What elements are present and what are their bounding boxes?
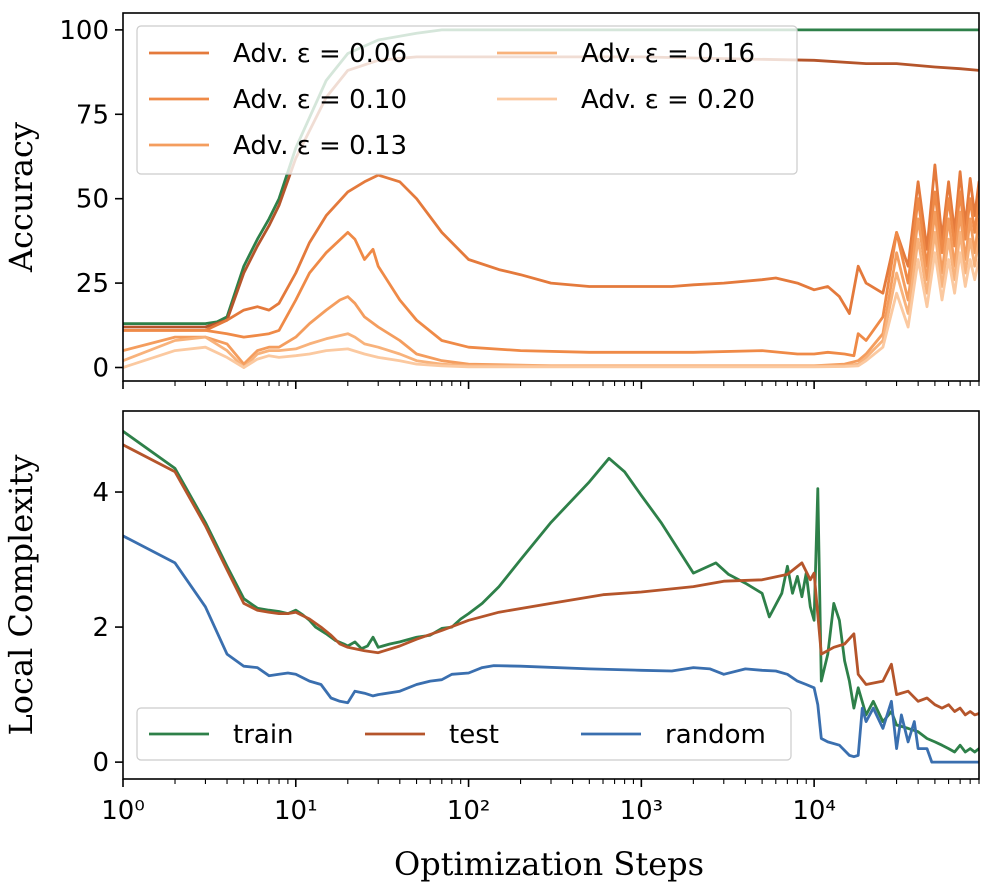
legend: Adv. ε = 0.06 Adv. ε = 0.10 Adv. ε = 0.13 A…: [136, 25, 798, 175]
y-tick-label: 4: [92, 478, 109, 508]
legend-frame: [136, 707, 792, 761]
x-tick-label: 10⁴: [792, 796, 836, 826]
series-line-random: [123, 534, 979, 764]
series-line-adv-0-13: [123, 210, 979, 368]
series-group: [123, 429, 979, 764]
legend: train test random: [136, 707, 792, 761]
x-tick-label: 10²: [447, 796, 491, 826]
y-tick-label: 0: [92, 353, 109, 383]
y-tick-label: 75: [76, 100, 109, 130]
y-tick-label: 100: [59, 16, 109, 46]
x-tick-label: 10³: [620, 796, 664, 826]
y-tick-label: 2: [92, 613, 109, 643]
x-tick-label: 10¹: [274, 796, 318, 826]
series-line-adv-0-06: [123, 163, 979, 332]
y-axis-title: Accuracy: [2, 122, 40, 273]
legend-label-adv-0-13: Adv. ε = 0.13: [233, 131, 407, 161]
series-line-train: [123, 429, 979, 754]
legend-label-random: random: [665, 720, 766, 750]
series-line-test: [123, 443, 979, 717]
series-group: [123, 28, 979, 369]
legend-label-train: train: [233, 720, 294, 750]
x-tick-label: 10⁰: [101, 796, 145, 826]
series-line-adv-0-20: [123, 251, 979, 369]
legend-label-adv-0-16: Adv. ε = 0.16: [581, 39, 755, 69]
legend-label-test: test: [449, 720, 499, 750]
legend-label-adv-0-06: Adv. ε = 0.06: [233, 39, 407, 69]
y-axis-title: Local Complexity: [2, 455, 40, 736]
y-tick-label: 0: [92, 748, 109, 778]
legend-label-adv-0-10: Adv. ε = 0.10: [233, 85, 407, 115]
legend-label-adv-0-20: Adv. ε = 0.20: [581, 85, 755, 115]
series-line-adv-0-10: [123, 190, 979, 358]
legend-frame: [136, 25, 798, 175]
y-tick-label: 25: [76, 269, 109, 299]
y-tick-label: 50: [76, 185, 109, 215]
x-axis-title: Optimization Steps: [394, 845, 704, 883]
